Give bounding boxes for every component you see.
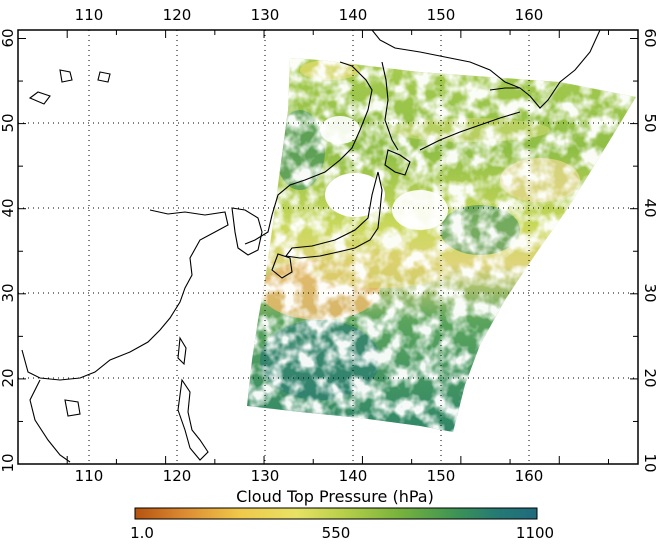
lat-label-right: 40 [641, 198, 659, 217]
coastline-kurils [419, 111, 521, 151]
lon-label-top: 140 [339, 6, 368, 24]
coastlines [21, 30, 601, 463]
lon-label-bottom: 110 [75, 467, 104, 485]
lat-label-left: 60 [0, 28, 17, 47]
colorbar: Cloud Top Pressure (hPa) 1.0 550 1100 [130, 487, 554, 542]
lat-label-right: 50 [641, 113, 659, 132]
coastline-korea [231, 207, 263, 256]
lon-label-bottom: 160 [515, 467, 544, 485]
coastline-hokkaido [384, 149, 411, 176]
cloud-top-pressure-swath [247, 58, 636, 432]
lat-label-left: 10 [0, 453, 17, 472]
coastline-honshu [285, 171, 383, 259]
lon-label-top: 160 [515, 6, 544, 24]
lat-label-right: 60 [641, 28, 659, 47]
colorbar-max-label: 1100 [516, 524, 554, 542]
coastline-okhotsk [371, 30, 521, 89]
coastline-vietnam [29, 379, 71, 463]
lon-label-bottom: 150 [427, 467, 456, 485]
lon-label-bottom: 120 [163, 467, 192, 485]
lat-label-left: 50 [0, 113, 17, 132]
coastline-islands-north [28, 69, 111, 105]
lon-labels-top: 110 120 130 140 150 160 [75, 6, 544, 24]
coastline-sakhalin [381, 61, 399, 151]
lat-label-right: 10 [641, 453, 659, 472]
lat-lon-gridlines [18, 30, 638, 464]
colorbar-mid-label: 550 [322, 524, 351, 542]
lat-label-right: 20 [641, 368, 659, 387]
lon-label-top: 120 [163, 6, 192, 24]
coastline-mainland-north [244, 61, 373, 245]
map-frame [17, 29, 639, 465]
coastline-china [21, 209, 229, 381]
colorbar-min-label: 1.0 [130, 524, 154, 542]
axis-ticks [17, 30, 638, 465]
coastline-taiwan [177, 336, 187, 366]
lon-label-bottom: 140 [339, 467, 368, 485]
lat-labels-left: 10 20 30 40 50 60 [0, 28, 17, 472]
lat-label-left: 40 [0, 198, 17, 217]
lon-label-bottom: 130 [251, 467, 280, 485]
lon-labels-bottom: 110 120 130 140 150 160 [75, 467, 544, 485]
lat-label-right: 30 [641, 283, 659, 302]
lat-label-left: 20 [0, 368, 17, 387]
coastline-kamchatka [489, 30, 601, 109]
coastline-philippines [177, 378, 209, 461]
colorbar-title: Cloud Top Pressure (hPa) [236, 487, 434, 506]
lat-labels-right: 10 20 30 40 50 60 [641, 28, 659, 472]
lon-label-top: 130 [251, 6, 280, 24]
coastline-hainan [64, 399, 81, 417]
lat-label-left: 30 [0, 283, 17, 302]
lon-label-top: 110 [75, 6, 104, 24]
colorbar-gradient [134, 507, 538, 520]
lon-label-top: 150 [427, 6, 456, 24]
coastline-kyushu [271, 253, 293, 279]
